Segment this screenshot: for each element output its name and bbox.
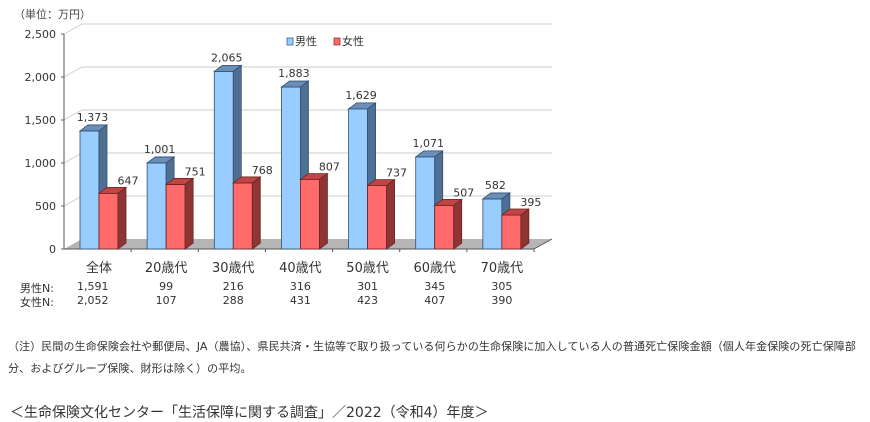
x-category-label: 70歳代 <box>481 261 524 276</box>
source-citation: ＜生命保険文化センター「生活保障に関する調査」／2022（令和4）年度＞ <box>10 405 489 421</box>
bar-female-4 <box>367 185 387 250</box>
data-label: 647 <box>118 174 139 187</box>
male-n-value: 345 <box>424 280 446 293</box>
y-tick-label: 2,500 <box>25 28 57 41</box>
y-tick-label: 0 <box>49 243 56 256</box>
female-n-value: 431 <box>289 294 311 307</box>
data-label: 2,065 <box>211 51 243 64</box>
male-n-label: 男性N: <box>20 282 54 295</box>
x-category-label: 60歳代 <box>413 261 456 276</box>
data-label: 751 <box>185 165 206 178</box>
y-tick-label: 1,500 <box>25 114 57 127</box>
male-n-value: 301 <box>357 280 379 293</box>
bar-female-5 <box>434 204 455 250</box>
y-tick-label: 1,000 <box>25 157 57 170</box>
y-tick-label: 2,000 <box>25 71 57 84</box>
bar-female-0 <box>98 192 119 250</box>
x-category-label: 20歳代 <box>145 261 188 276</box>
female-n-value: 2,052 <box>77 294 109 307</box>
data-label: 507 <box>453 186 474 199</box>
female-n-value: 107 <box>155 294 177 307</box>
female-n-value: 423 <box>357 294 379 307</box>
data-label: 737 <box>386 167 407 180</box>
data-label: 1,373 <box>77 111 109 124</box>
data-label: 1,629 <box>345 89 377 102</box>
footnote: （注）民間の生命保険会社や郵便局、JA（農協）、県民共済・生協等で取り扱っている… <box>8 340 856 375</box>
female-n-value: 390 <box>491 294 513 307</box>
bar-chart: 0 500 1,000 1,500 2,000 2,500 男性 女性 1,373 647 全体 1,… <box>25 23 553 276</box>
male-n-value: 305 <box>491 280 513 293</box>
data-label: 582 <box>485 179 506 192</box>
legend-swatch-0 <box>286 37 294 46</box>
bar-male-1 <box>146 162 167 250</box>
bar-male-5 <box>415 156 436 250</box>
data-label: 1,001 <box>144 143 176 156</box>
male-n-value: 216 <box>222 280 244 293</box>
bar-male-2 <box>213 71 234 250</box>
data-label: 395 <box>520 196 541 209</box>
data-label: 807 <box>319 161 340 174</box>
male-n-value: 1,591 <box>77 280 109 293</box>
bar-female-6 <box>501 214 522 250</box>
bar-male-6 <box>482 198 503 250</box>
female-n-label: 女性N: <box>20 296 54 309</box>
female-n-value: 288 <box>222 294 244 307</box>
bar-female-1 <box>165 184 186 250</box>
bar-female-2 <box>232 182 253 250</box>
bar-male-4 <box>348 108 368 250</box>
bar-female-3 <box>300 179 320 250</box>
data-label: 1,883 <box>278 67 310 80</box>
y-tick-label: 500 <box>35 200 56 213</box>
legend-label-1: 女性 <box>342 34 364 48</box>
x-category-label: 30歳代 <box>212 261 255 276</box>
data-label: 768 <box>252 164 273 177</box>
data-label: 1,071 <box>412 137 444 150</box>
x-category-label: 50歳代 <box>346 261 389 276</box>
male-n-value: 99 <box>159 280 174 293</box>
bar-male-0 <box>79 130 100 250</box>
unit-label: （単位：万円） <box>14 8 91 21</box>
x-category-label: 全体 <box>86 260 112 276</box>
female-n-value: 407 <box>424 294 446 307</box>
bar-male-3 <box>281 86 301 250</box>
x-category-label: 40歳代 <box>279 261 322 276</box>
male-n-value: 316 <box>289 280 311 293</box>
legend-swatch-1 <box>333 37 341 46</box>
legend-label-0: 男性 <box>295 34 317 48</box>
